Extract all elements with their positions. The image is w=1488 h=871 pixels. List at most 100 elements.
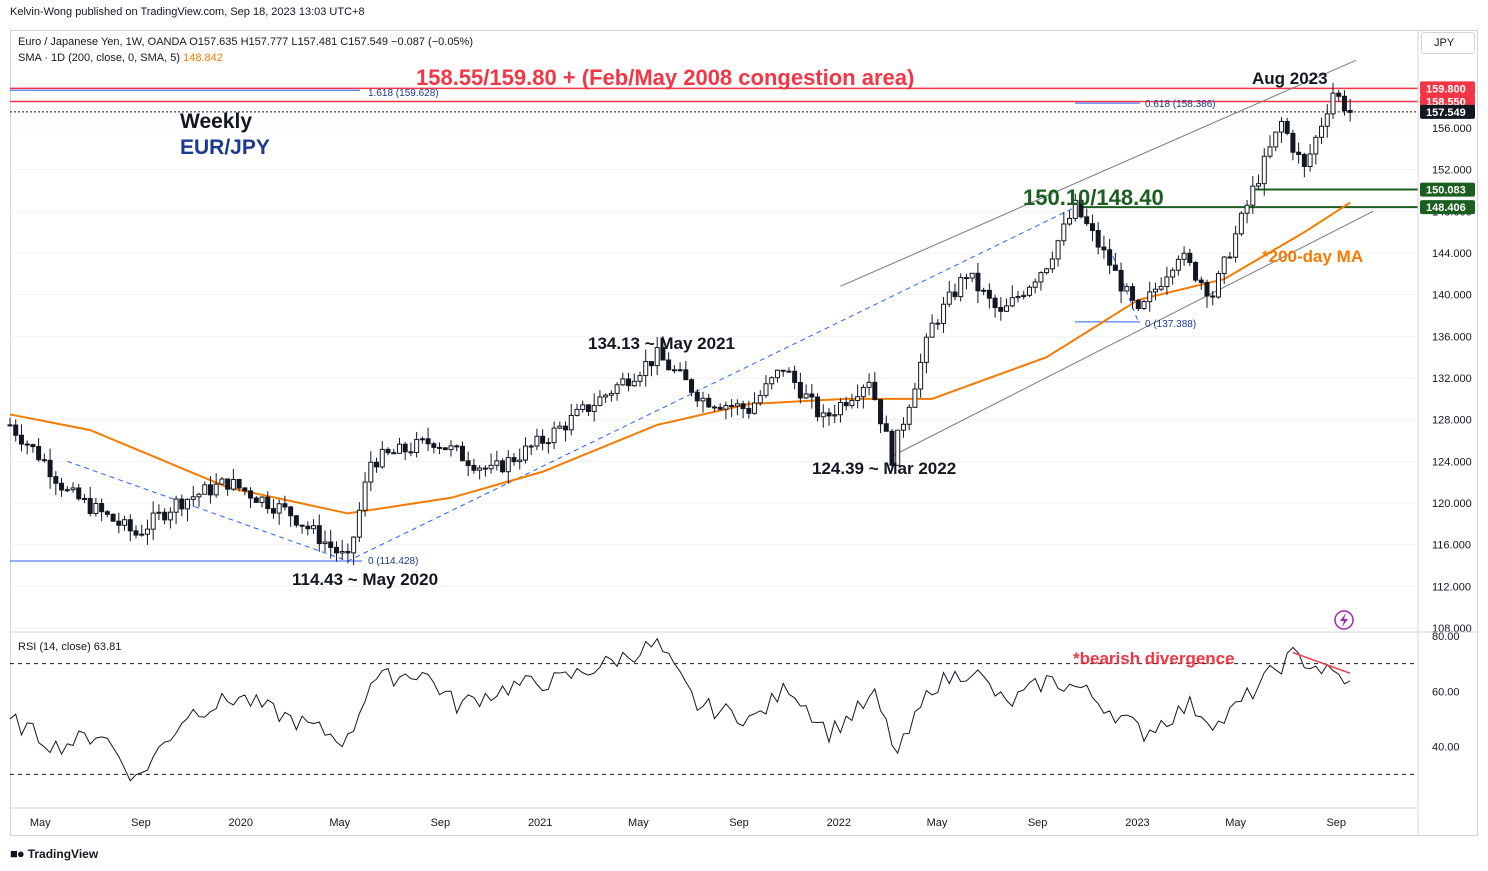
candlestick[interactable] xyxy=(459,441,465,462)
candlestick[interactable] xyxy=(711,405,717,412)
candlestick[interactable] xyxy=(1193,261,1199,283)
candlestick[interactable] xyxy=(419,436,425,444)
candlestick[interactable] xyxy=(1227,251,1233,259)
candlestick[interactable] xyxy=(1141,299,1147,311)
candlestick[interactable] xyxy=(889,429,895,469)
candlestick[interactable] xyxy=(76,483,82,501)
candlestick[interactable] xyxy=(442,447,448,451)
candlestick[interactable] xyxy=(545,437,551,454)
candlestick[interactable] xyxy=(941,296,947,334)
candlestick[interactable] xyxy=(1055,239,1061,267)
candlestick[interactable] xyxy=(1273,131,1279,152)
candlestick[interactable] xyxy=(47,448,53,489)
candlestick[interactable] xyxy=(511,453,517,466)
candlestick[interactable] xyxy=(683,361,689,381)
candlestick[interactable] xyxy=(333,541,339,562)
candlestick[interactable] xyxy=(1061,212,1067,246)
candlestick[interactable] xyxy=(706,393,712,409)
candlestick[interactable] xyxy=(185,498,191,522)
candlestick[interactable] xyxy=(780,369,786,377)
candlestick[interactable] xyxy=(923,333,929,374)
candlestick[interactable] xyxy=(1147,281,1153,312)
candlestick[interactable] xyxy=(1187,248,1193,267)
candlestick[interactable] xyxy=(591,393,597,422)
candlestick[interactable] xyxy=(368,451,374,492)
currency-selector[interactable]: JPY xyxy=(1421,32,1475,54)
candlestick[interactable] xyxy=(454,444,460,452)
candlestick[interactable] xyxy=(448,440,454,457)
candlestick[interactable] xyxy=(660,336,666,361)
candlestick[interactable] xyxy=(1181,246,1187,266)
candlestick[interactable] xyxy=(540,429,546,451)
candlestick[interactable] xyxy=(1152,282,1158,301)
candlestick[interactable] xyxy=(654,336,660,376)
candlestick[interactable] xyxy=(769,376,775,390)
candlestick[interactable] xyxy=(265,491,271,514)
candlestick[interactable] xyxy=(1307,143,1313,172)
candlestick[interactable] xyxy=(935,319,941,330)
candlestick[interactable] xyxy=(1124,283,1130,292)
candlestick[interactable] xyxy=(36,438,42,462)
candlestick[interactable] xyxy=(127,514,133,542)
candlestick[interactable] xyxy=(872,371,878,401)
candlestick[interactable] xyxy=(614,382,620,401)
candlestick[interactable] xyxy=(580,400,586,413)
candlestick[interactable] xyxy=(402,441,408,461)
candlestick[interactable] xyxy=(167,507,173,529)
candlestick[interactable] xyxy=(860,384,866,409)
candlestick[interactable] xyxy=(362,472,368,517)
lightning-icon[interactable] xyxy=(1334,610,1354,630)
candlestick[interactable] xyxy=(385,447,391,456)
candlestick[interactable] xyxy=(1130,283,1136,309)
candlestick[interactable] xyxy=(534,428,540,451)
candlestick[interactable] xyxy=(517,448,523,470)
candlestick[interactable] xyxy=(992,294,998,318)
candlestick[interactable] xyxy=(505,450,511,484)
candlestick[interactable] xyxy=(1049,251,1055,273)
candlestick[interactable] xyxy=(225,478,231,496)
candlestick[interactable] xyxy=(689,378,695,397)
candlestick[interactable] xyxy=(64,486,70,493)
candlestick[interactable] xyxy=(671,365,677,374)
candlestick[interactable] xyxy=(1078,199,1084,219)
candlestick[interactable] xyxy=(729,399,735,418)
candlestick[interactable] xyxy=(803,384,809,400)
candlestick[interactable] xyxy=(471,458,477,474)
candlestick[interactable] xyxy=(1118,262,1124,304)
candlestick[interactable] xyxy=(1256,174,1262,190)
candlestick[interactable] xyxy=(282,495,288,511)
candlestick[interactable] xyxy=(311,519,317,534)
candlestick[interactable] xyxy=(230,468,236,491)
candlestick[interactable] xyxy=(1313,135,1319,165)
candlestick[interactable] xyxy=(236,478,242,492)
candlestick[interactable] xyxy=(122,515,128,531)
candlestick[interactable] xyxy=(482,465,488,477)
candlestick[interactable] xyxy=(53,471,59,496)
candlestick[interactable] xyxy=(763,375,769,398)
candlestick[interactable] xyxy=(1072,193,1078,222)
candlestick[interactable] xyxy=(717,403,723,411)
candlestick[interactable] xyxy=(585,404,591,416)
candlestick[interactable] xyxy=(1244,200,1250,224)
candlestick[interactable] xyxy=(620,372,626,386)
candlestick[interactable] xyxy=(242,487,248,496)
candlestick[interactable] xyxy=(832,404,838,424)
candlestick[interactable] xyxy=(30,443,36,453)
candlestick[interactable] xyxy=(603,393,609,403)
candlestick[interactable] xyxy=(139,524,145,537)
candlestick[interactable] xyxy=(190,485,196,507)
candlestick[interactable] xyxy=(1164,266,1170,295)
candlestick[interactable] xyxy=(207,475,213,504)
candlestick[interactable] xyxy=(259,496,265,508)
candlestick[interactable] xyxy=(528,444,534,455)
candlestick[interactable] xyxy=(900,417,906,438)
candlestick[interactable] xyxy=(1278,117,1284,143)
candlestick[interactable] xyxy=(391,448,397,455)
candlestick[interactable] xyxy=(1095,222,1101,255)
candlestick[interactable] xyxy=(1084,208,1090,227)
candlestick[interactable] xyxy=(597,390,603,407)
candlestick[interactable] xyxy=(563,421,569,442)
candlestick[interactable] xyxy=(133,525,139,539)
candlestick[interactable] xyxy=(631,373,637,387)
candlestick[interactable] xyxy=(1004,298,1010,312)
